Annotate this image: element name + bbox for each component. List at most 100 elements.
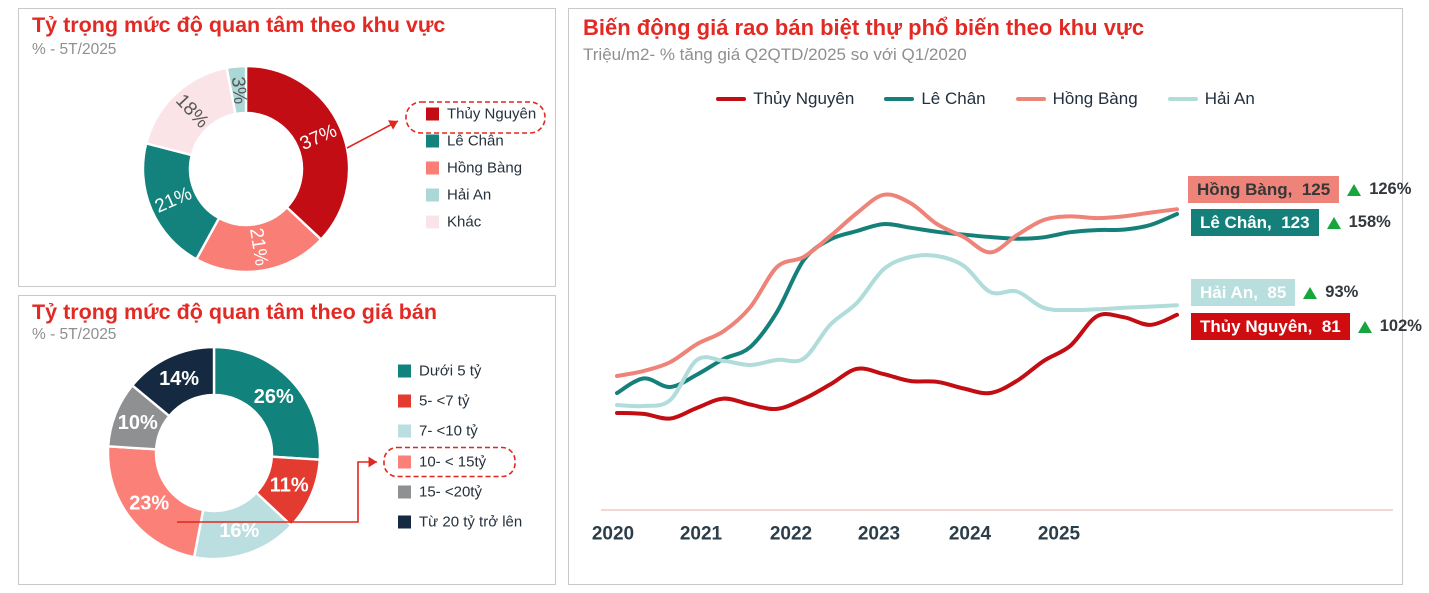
legend-item-Lê Chân: Lê Chân [426,133,504,150]
legend-line-swatch-icon [716,96,747,102]
change-percent: 126% [1369,180,1412,198]
legend-item-Hồng Bàng: Hồng Bàng [1015,89,1138,109]
donut-chart-price: 26% 11% 16% 23% 10%14% [106,345,516,561]
series-line-Thủy Nguyên [615,312,1179,421]
donut-segment-label: 11% [270,475,309,497]
legend-item-label: Thủy Nguyên [447,105,537,123]
legend-item-label: 5- <7 tỷ [419,392,470,410]
legend-item-label: Thủy Nguyên [753,89,855,108]
legend-item-Khác: Khác [426,214,481,231]
end-label-Hải An: Hải An, 85 93% [1191,279,1358,306]
series-line-Lê Chân [615,212,1179,396]
legend-swatch-icon [398,424,411,438]
donut-segment-Từ 20 tỷ trở lên [131,345,216,418]
legend-item-label: Hải An [1204,89,1255,108]
legend-line-swatch-icon [884,96,915,102]
x-axis-tick-label: 2021 [680,524,723,545]
legend-item-label: Dưới 5 tỷ [419,362,482,380]
x-axis-tick-label: 2024 [949,524,992,545]
end-label-Lê Chân: Lê Chân, 123 158% [1191,209,1391,236]
highlight-dashed-box [405,101,546,134]
donut-segment-label: 16% [219,520,259,542]
legend-item-label: 10- < 15tỷ [419,453,487,471]
legend-item-label: Khác [447,213,482,231]
end-label-Hồng Bàng: Hồng Bàng, 125 126% [1188,176,1411,203]
donut-segment-label: 23% [129,492,169,514]
panel-title-price: Tỷ trọng mức độ quan tâm theo giá bán [32,300,437,324]
end-label-Thủy Nguyên: Thủy Nguyên, 81 102% [1191,313,1422,340]
donut-segment-Hồng Bàng [195,206,323,274]
x-axis-tick-label: 2022 [770,524,812,545]
up-triangle-icon [1347,183,1362,196]
legend-swatch-icon [398,485,411,499]
donut-segment-Thủy Nguyên [244,64,351,241]
legend-item-10- < 15tỷ: 10- < 15tỷ [398,453,486,470]
panel-title-trend: Biến động giá rao bán biệt thự phổ biến … [583,15,1145,40]
legend-item-Hải An: Hải An [426,187,491,204]
legend-swatch-icon [426,161,439,175]
legend-swatch-icon [398,455,411,469]
legend-item-label: Hồng Bàng [447,159,523,177]
up-triangle-icon [1326,216,1341,229]
up-triangle-icon [1357,320,1372,333]
panel-subtitle-price: % - 5T/2025 [32,326,117,343]
end-label-value-box: Lê Chân, 123 [1191,209,1319,236]
donut-segment-Dưới 5 tỷ [212,345,322,461]
panel-interest-by-region: 37% 21% 21% 18% 3% Tỷ trọng mức độ quan tâm … [18,8,556,287]
legend-item-5- <7 tỷ: 5- <7 tỷ [398,393,469,410]
legend-item-label: Hải An [447,186,492,204]
x-axis-tick-label: 2020 [592,524,634,545]
legend-swatch-icon [398,394,411,408]
legend-line-chart: Thủy Nguyên Lê Chân Hồng Bàng Hải An [569,89,1402,109]
panel-interest-by-price: 26% 11% 16% 23% 10% 14% Tỷ trọng mức độ quan … [18,295,556,585]
donut-segment-Lê Chân [141,142,221,261]
donut-segment-label: 14% [159,368,199,390]
highlight-dashed-box [383,446,516,478]
callout-arrowhead-icon [368,456,377,468]
legend-line-swatch-icon [1015,96,1046,102]
end-label-value-box: Hải An, 85 [1191,279,1296,306]
legend-item-Hồng Bàng: Hồng Bàng [426,160,522,177]
legend-item-7- <10 tỷ: 7- <10 tỷ [398,423,478,440]
panel-subtitle-region: % - 5T/2025 [32,41,117,58]
callout-line [346,120,399,149]
end-label-value-box: Thủy Nguyên, 81 [1191,313,1350,340]
legend-line-swatch-icon [1167,96,1198,102]
legend-item-Dưới 5 tỷ: Dưới 5 tỷ [398,363,481,380]
legend-item-label: Lê Chân [921,89,986,108]
change-percent: 93% [1325,283,1359,301]
change-percent: 102% [1379,317,1422,335]
legend-item-label: 15- <20tỷ [419,483,482,501]
legend-swatch-icon [398,364,411,378]
legend-item-label: Từ 20 tỷ trở lên [419,513,523,531]
legend-item-Lê Chân: Lê Chân [884,89,986,109]
up-triangle-icon [1303,286,1318,299]
panel-subtitle-trend: Triệu/m2- % tăng giá Q2QTD/2025 so với Q… [583,45,967,64]
legend-swatch-icon [398,515,411,529]
donut-segment-label: 3% [227,76,251,105]
legend-item-15- <20tỷ: 15- <20tỷ [398,483,482,500]
donut-segment-label: 10% [118,412,158,434]
legend-item-label: Hồng Bàng [1052,89,1138,108]
callout-line [177,461,377,523]
x-axis-tick-label: 2025 [1038,524,1081,545]
line-chart-price-trend: 2020 2021 2022 2023 2024 2025 [592,192,1393,545]
end-label-value-box: Hồng Bàng, 125 [1188,176,1340,203]
donut-segment-label: 26% [254,386,294,408]
legend-item-Từ 20 tỷ trở lên: Từ 20 tỷ trở lên [398,514,522,531]
panel-title-region: Tỷ trọng mức độ quan tâm theo khu vực [32,13,446,37]
x-axis-tick-label: 2023 [858,524,900,545]
legend-swatch-icon [426,215,439,229]
legend-item-Thủy Nguyên: Thủy Nguyên [716,89,854,109]
series-line-Hồng Bàng [615,192,1179,378]
change-percent: 158% [1348,213,1391,231]
legend-item-label: 7- <10 tỷ [419,422,478,440]
donut-segment-Hải An [225,64,248,116]
legend-swatch-icon [426,188,439,202]
legend-swatch-icon [426,107,439,121]
series-line-Hải An [615,253,1179,409]
legend-swatch-icon [426,134,439,148]
donut-chart-region: 37%21%21%18%3% [141,64,546,274]
panel-price-trend: 2020 2021 2022 2023 2024 2025 Biến động giá r… [568,8,1422,585]
legend-item-Hải An: Hải An [1167,89,1255,109]
